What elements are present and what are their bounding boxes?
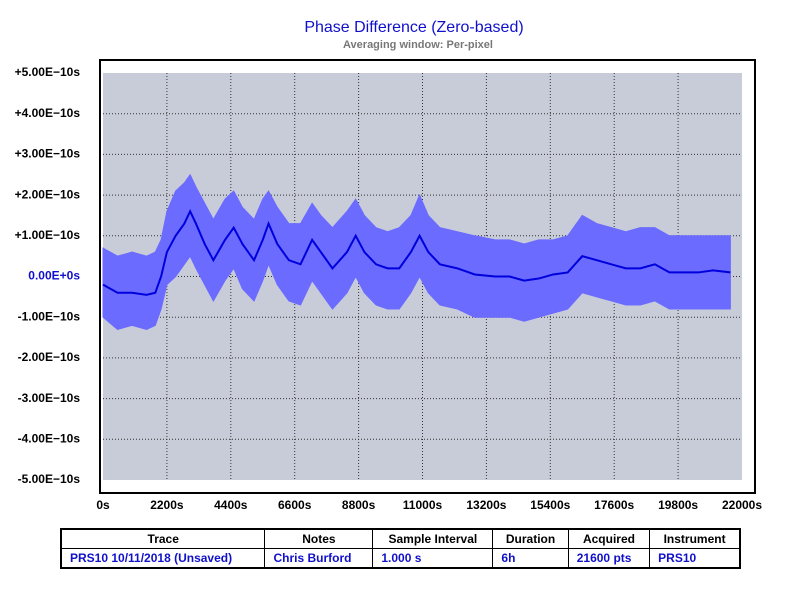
y-tick-label: -4.00E−10s (18, 431, 81, 445)
y-tick-label: -2.00E−10s (18, 350, 81, 364)
column-header: Notes (264, 528, 374, 549)
y-tick-label: 0.00E+0s (28, 269, 80, 283)
y-tick-label: +1.00E−10s (15, 228, 81, 242)
y-tick-label: -3.00E−10s (18, 391, 81, 405)
y-tick-label: +4.00E−10s (15, 106, 81, 120)
x-tick-label: 8800s (342, 498, 376, 512)
series-line (102, 209, 731, 296)
table-cell: Chris Burford (264, 548, 374, 569)
x-tick-label: 17600s (594, 498, 634, 512)
column-header: Instrument (649, 528, 741, 549)
x-tick-label: 6600s (278, 498, 312, 512)
x-tick-label: 11000s (403, 498, 443, 512)
info-table: Trace Notes Sample Interval Duration Acquire… (60, 528, 741, 569)
chart-title: Phase Difference (Zero-based) (304, 19, 523, 36)
table-body: PRS10 10/11/2018 (Unsaved) Chris Burford 1… (60, 548, 741, 569)
table-cell: PRS10 (649, 548, 741, 569)
y-tick-label: +2.00E−10s (15, 187, 81, 201)
x-tick-label: 0s (96, 498, 110, 512)
chart: Phase Difference (Zero-based) Averaging … (15, 19, 763, 512)
x-tick-label: 19800s (658, 498, 698, 512)
table-cell: 6h (492, 548, 569, 569)
y-tick-label: -5.00E−10s (18, 472, 81, 486)
y-tick-label: +3.00E−10s (15, 147, 81, 161)
y-tick-label: -1.00E−10s (18, 309, 81, 323)
column-header: Duration (492, 528, 569, 549)
x-tick-label: 15400s (530, 498, 570, 512)
table-cell: 21600 pts (567, 548, 651, 569)
table-row: PRS10 10/11/2018 (Unsaved) Chris Burford 1… (60, 548, 741, 569)
table-cell: 1.000 s (372, 548, 494, 569)
column-header: Acquired (567, 528, 651, 549)
x-tick-label: 22000s (722, 498, 762, 512)
x-tick-label: 13200s (466, 498, 506, 512)
x-tick-label: 2200s (150, 498, 184, 512)
table-cell: PRS10 10/11/2018 (Unsaved) (60, 548, 266, 569)
x-tick-label: 4400s (214, 498, 248, 512)
column-header: Sample Interval (372, 528, 494, 549)
envelope-band (102, 173, 731, 330)
table-header: Trace Notes Sample Interval Duration Acquire… (60, 528, 741, 549)
y-tick-label: +5.00E−10s (15, 65, 81, 79)
column-header: Trace (60, 528, 266, 549)
chart-subtitle: Averaging window: Per-pixel (343, 39, 493, 51)
